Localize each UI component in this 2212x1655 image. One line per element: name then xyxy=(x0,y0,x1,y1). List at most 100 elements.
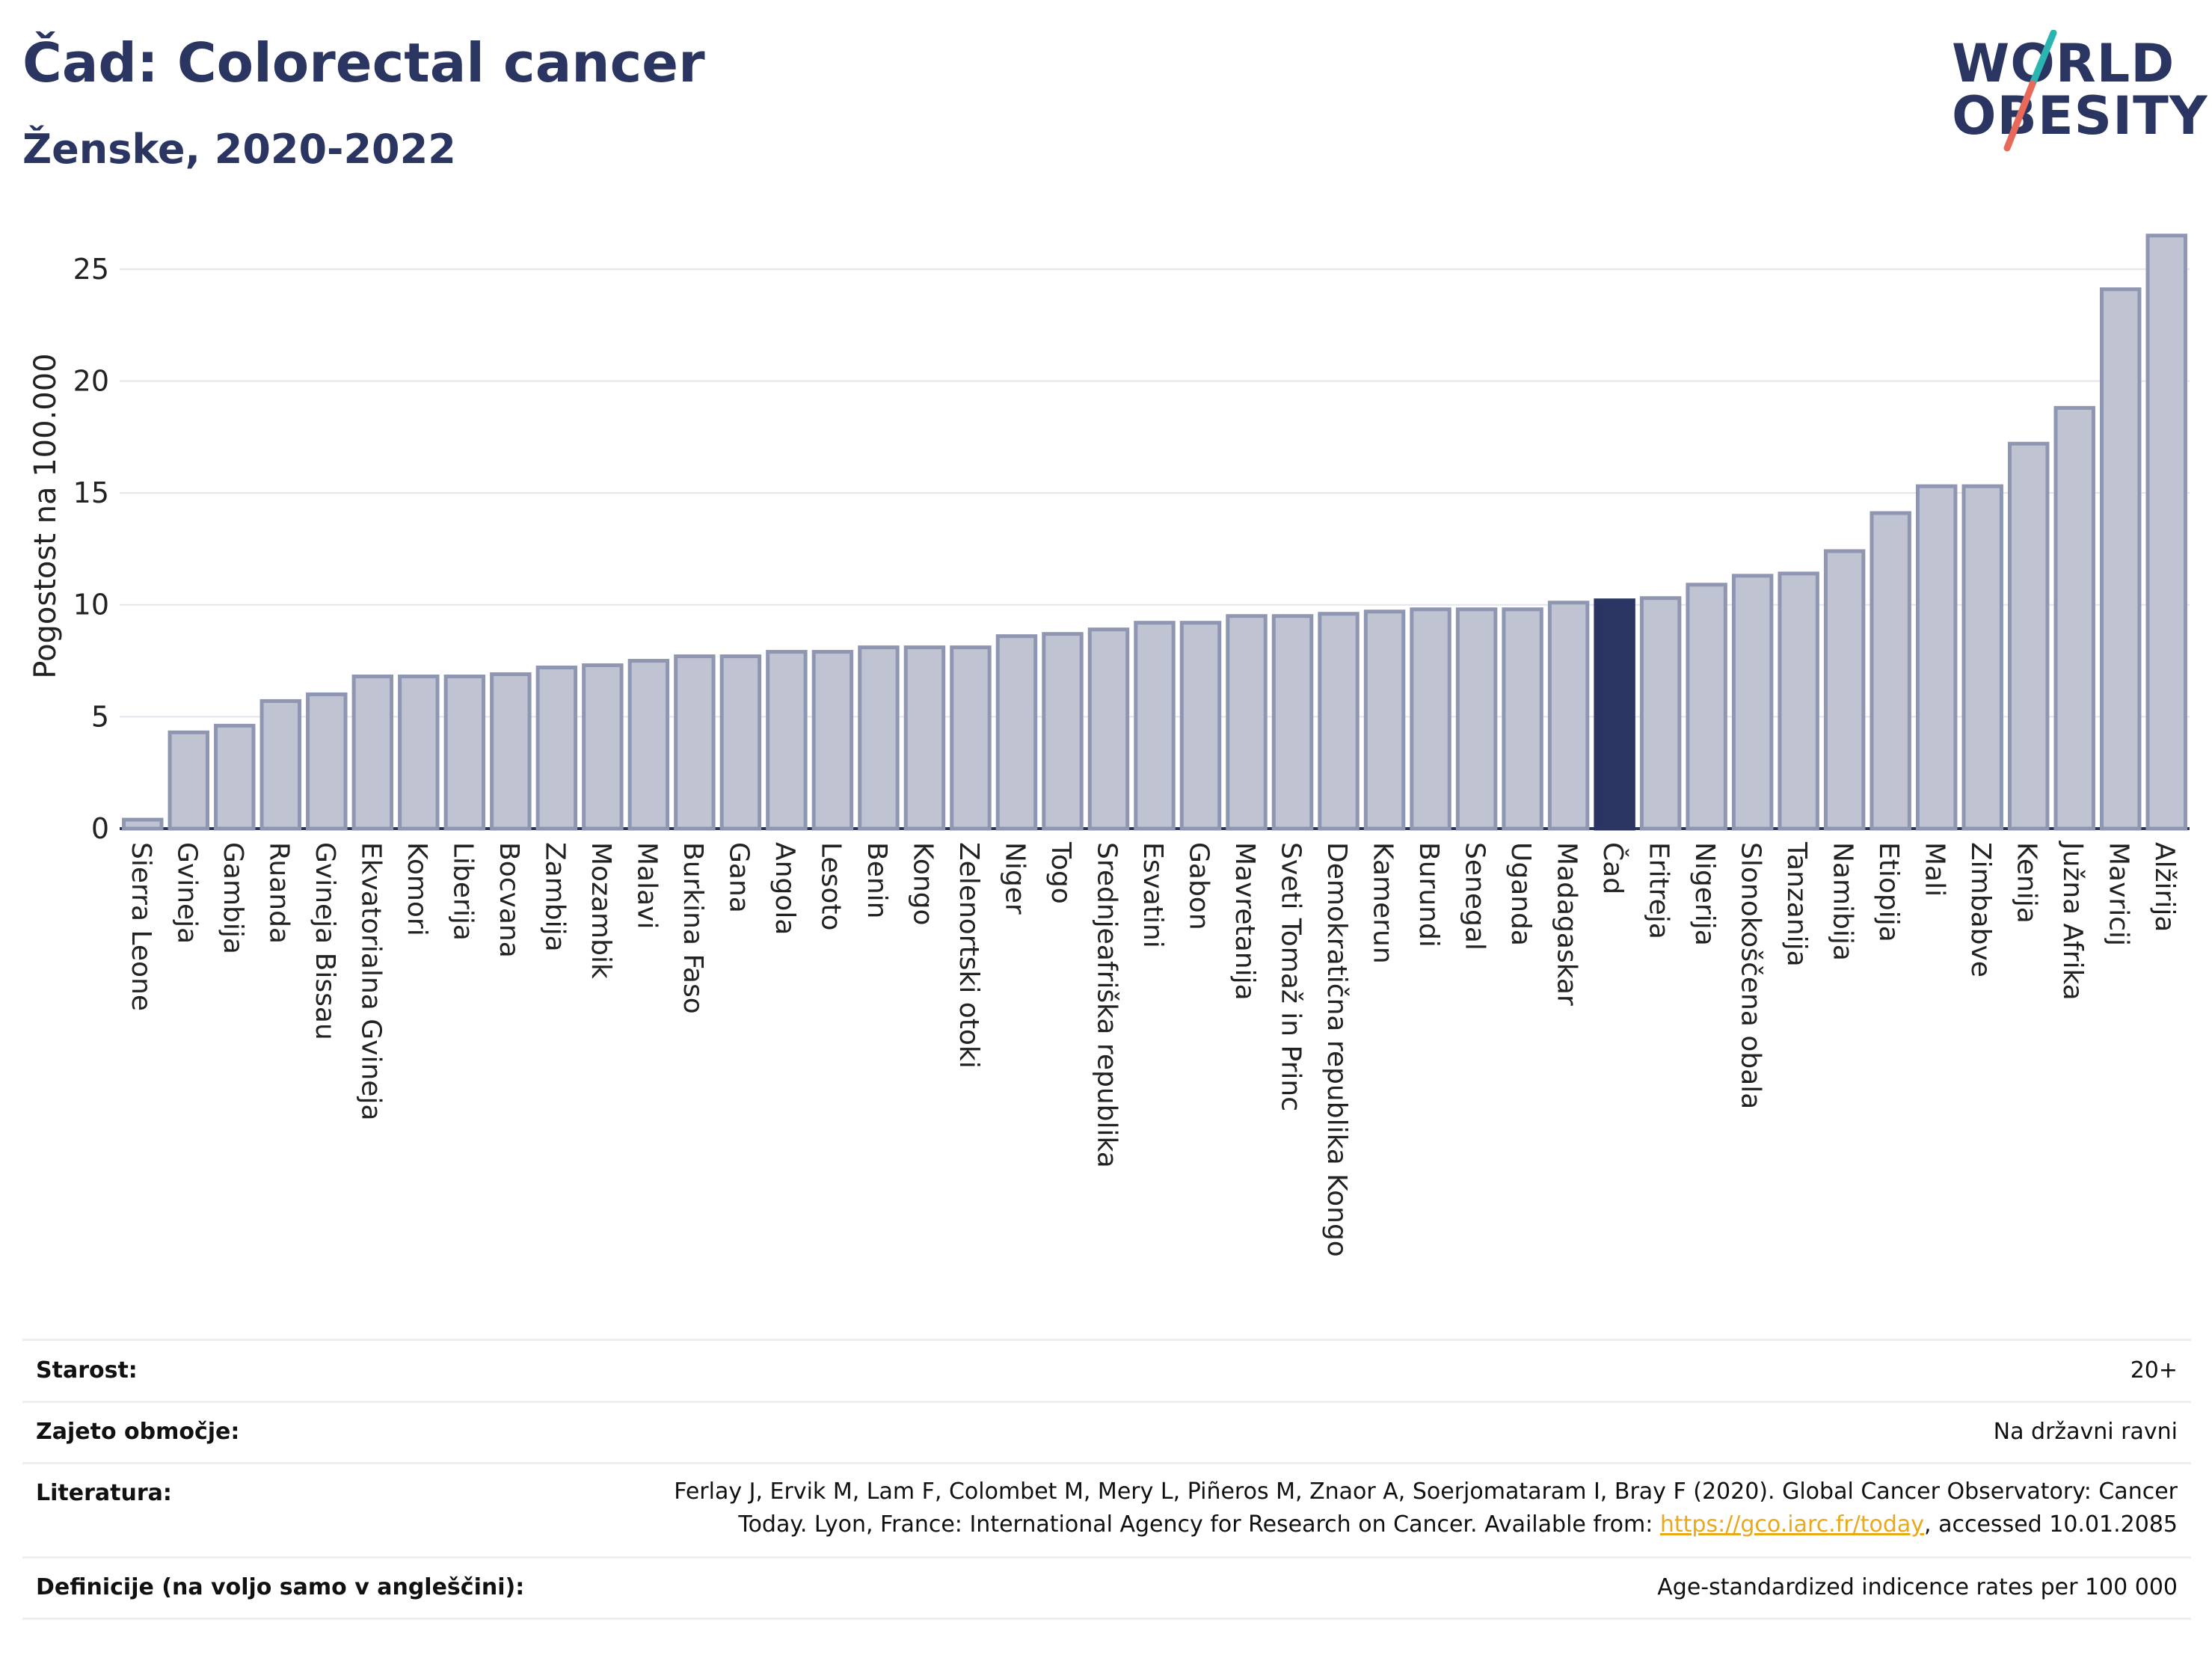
bar xyxy=(1134,621,1176,831)
bar xyxy=(443,675,486,831)
bar xyxy=(1502,607,1543,831)
x-tick-label: Burundi xyxy=(1413,842,1444,948)
bar xyxy=(903,645,946,831)
info-row-definitions: Definicije (na voljo samo v angleščini):… xyxy=(22,1558,2191,1620)
bar xyxy=(1639,596,1682,831)
x-tick-label: Alžirija xyxy=(2149,842,2180,932)
x-tick-label: Nigerija xyxy=(1689,842,1720,946)
bar xyxy=(582,663,624,831)
bar xyxy=(168,730,209,831)
x-tick-label: Uganda xyxy=(1505,842,1536,946)
x-tick-labels: Sierra Leone Gvineja Gambija Ruanda Gvineja … xyxy=(126,841,2180,1257)
bar xyxy=(2053,405,2095,831)
bar xyxy=(490,672,532,831)
bar xyxy=(1271,614,1314,831)
bar xyxy=(398,675,440,831)
x-tick-label: Gabon xyxy=(1184,842,1214,930)
bar xyxy=(1042,632,1084,831)
age-label: Starost: xyxy=(36,1357,138,1384)
bar xyxy=(1823,549,1866,831)
bar xyxy=(122,817,164,831)
bar xyxy=(1731,574,1774,831)
bar xyxy=(1594,598,1635,831)
references-value: Ferlay J, Ervik M, Lam F, Colombet M, Me… xyxy=(674,1476,2178,1541)
x-tick-label: Demokratična republika Kongo xyxy=(1321,842,1352,1257)
references-text-1: Ferlay J, Ervik M, Lam F, Colombet M, Me… xyxy=(674,1479,2178,1505)
definitions-label: Definicije (na voljo samo v angleščini): xyxy=(36,1574,525,1600)
references-label: Literatura: xyxy=(36,1480,172,1506)
x-tick-label: Mavretanija xyxy=(1229,842,1260,1001)
references-text-2: Today. Lyon, France: International Agenc… xyxy=(738,1511,1660,1538)
x-tick-label: Liberija xyxy=(447,842,478,941)
bars xyxy=(122,233,2187,831)
x-tick-label: Kamerun xyxy=(1368,842,1398,964)
x-tick-label: Madagaskar xyxy=(1552,842,1582,1006)
bar xyxy=(719,654,762,831)
y-tick-label: 25 xyxy=(73,253,109,286)
bar xyxy=(306,692,348,831)
y-tick-label: 5 xyxy=(91,700,109,733)
y-tick-label: 20 xyxy=(73,364,109,397)
references-text-3: , accessed 10.01.2085 xyxy=(1924,1511,2178,1538)
info-row-references: Literatura: Ferlay J, Ervik M, Lam F, Co… xyxy=(22,1464,2191,1559)
info-row-age: Starost: 20+ xyxy=(22,1341,2191,1403)
x-tick-label: Angola xyxy=(769,842,800,935)
x-tick-label: Komori xyxy=(402,842,432,936)
x-tick-label: Srednjeafriška republika xyxy=(1091,842,1122,1168)
bar xyxy=(1455,607,1498,831)
x-tick-label: Zambija xyxy=(539,842,570,952)
bar xyxy=(214,723,256,831)
x-tick-label: Tanzanija xyxy=(1781,841,1812,967)
x-tick-label: Togo xyxy=(1045,841,1076,904)
x-tick-label: Sveti Tomaž in Princ xyxy=(1276,842,1306,1111)
definitions-value: Age-standardized indicence rates per 100… xyxy=(1657,1574,2178,1600)
x-tick-label: Burkina Faso xyxy=(678,842,708,1014)
x-tick-label: Gvineja Bissau xyxy=(310,842,340,1040)
info-row-coverage: Zajeto območje: Na državni ravni xyxy=(22,1402,2191,1464)
y-tick-label: 0 xyxy=(91,812,109,845)
x-tick-label: Sierra Leone xyxy=(126,842,156,1011)
x-tick-label: Kenija xyxy=(2012,842,2042,924)
y-axis-label: Pogostost na 100.000 xyxy=(28,353,63,678)
world-obesity-logo: WORLD OBESITY xyxy=(1952,30,2208,157)
bar xyxy=(259,698,302,831)
bar xyxy=(1778,571,1819,831)
age-value: 20+ xyxy=(2130,1357,2178,1384)
y-tick-labels: 0 5 10 15 20 25 xyxy=(73,253,109,845)
info-table: Starost: 20+ Zajeto območje: Na državni … xyxy=(22,1339,2191,1620)
x-tick-label: Ruanda xyxy=(263,842,294,944)
bar xyxy=(858,645,900,831)
bar xyxy=(1547,601,1590,831)
bar xyxy=(1870,511,1911,831)
x-tick-label: Senegal xyxy=(1460,842,1490,951)
x-tick-label: Eritreja xyxy=(1644,842,1674,939)
logo-line-obesity: OBESITY xyxy=(1952,85,2208,147)
bar xyxy=(1363,610,1406,831)
x-tick-label: Zimbabve xyxy=(1965,842,1996,977)
page-subtitle: Ženske, 2020-2022 xyxy=(22,126,456,173)
x-tick-label: Mozambik xyxy=(586,842,616,979)
bar xyxy=(1179,621,1222,831)
x-tick-label: Benin xyxy=(861,842,892,918)
bar xyxy=(1226,614,1268,831)
x-tick-label: Slonokoščena obala xyxy=(1736,842,1766,1109)
bar xyxy=(627,659,670,831)
bar xyxy=(1318,612,1360,831)
bar xyxy=(995,634,1038,831)
bar xyxy=(2145,233,2187,831)
page-title: Čad: Colorectal cancer xyxy=(22,31,705,94)
coverage-value: Na državni ravni xyxy=(1993,1419,2178,1445)
x-tick-label: Malavi xyxy=(631,842,662,930)
bar xyxy=(1087,627,1130,831)
bar xyxy=(766,650,808,831)
bar xyxy=(950,645,992,831)
x-tick-label: Namibija xyxy=(1828,842,1858,961)
bar xyxy=(1915,484,1958,831)
x-tick-label: Gana xyxy=(723,842,754,913)
x-tick-label: Južna Afrika xyxy=(2057,841,2088,1001)
bar xyxy=(2100,287,2142,831)
y-tick-label: 10 xyxy=(73,589,109,621)
references-link[interactable]: https://gco.iarc.fr/today xyxy=(1659,1511,1925,1538)
coverage-label: Zajeto območje: xyxy=(36,1419,240,1445)
bar xyxy=(2007,441,2050,831)
